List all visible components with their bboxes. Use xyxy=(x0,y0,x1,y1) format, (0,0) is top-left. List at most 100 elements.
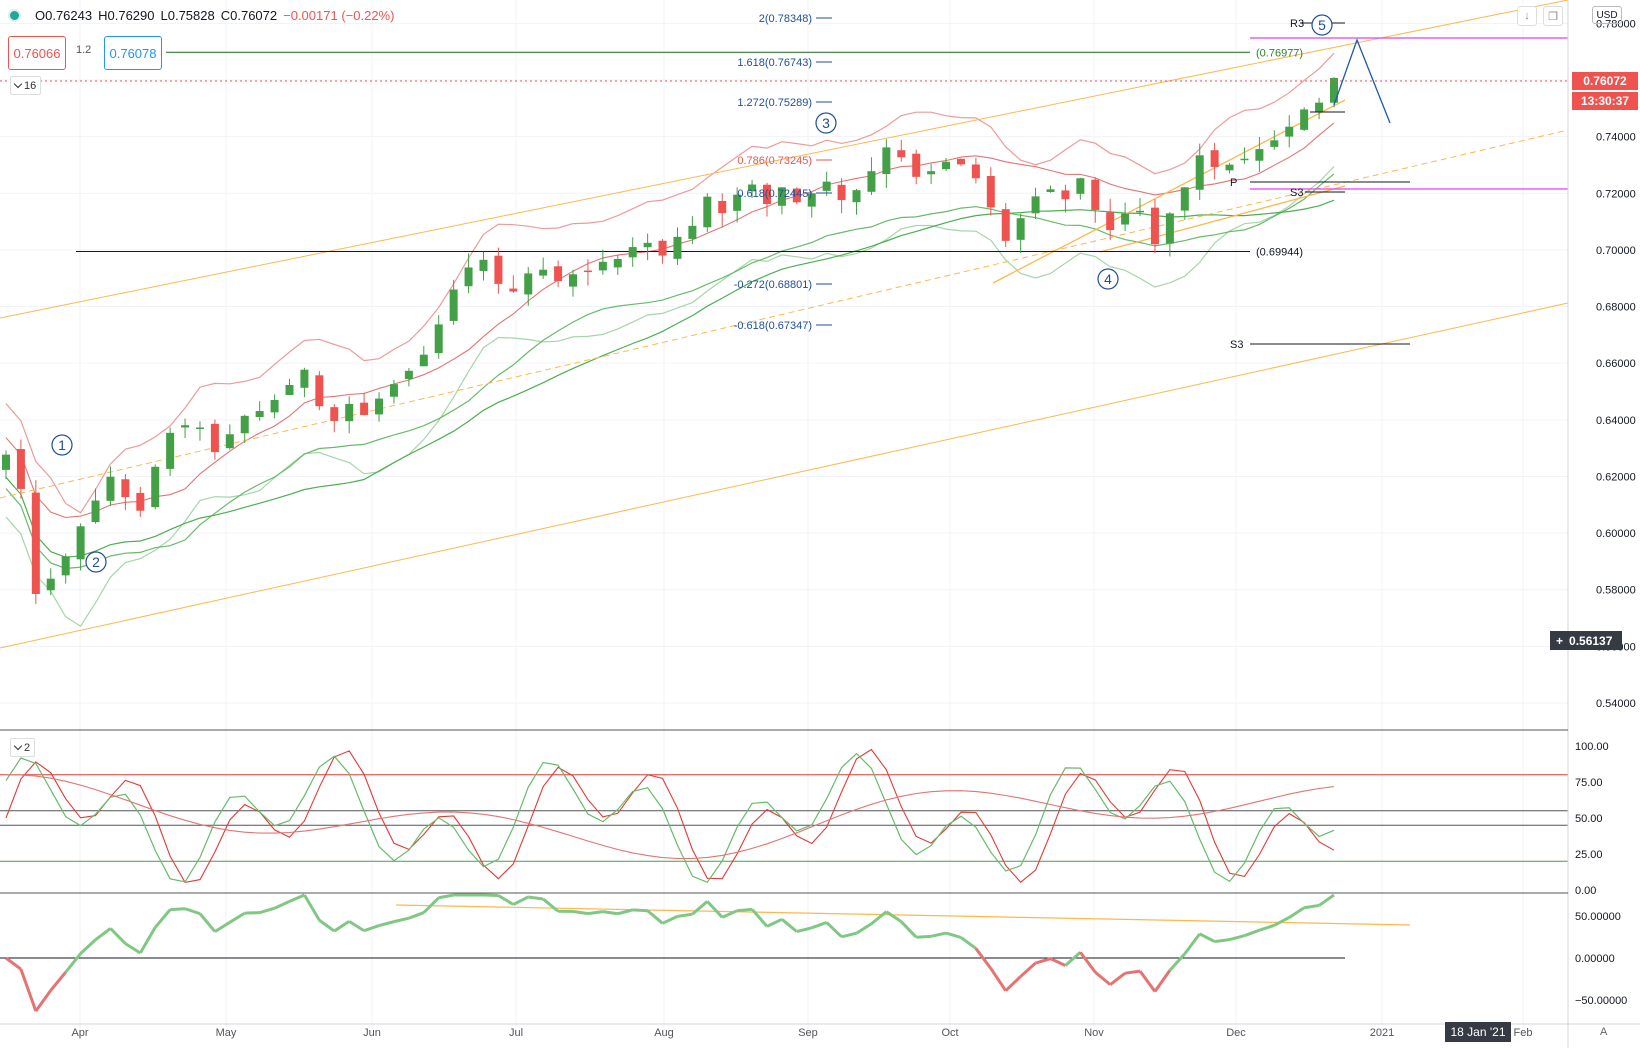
candle xyxy=(210,419,219,460)
time-tick-label: 2021 xyxy=(1370,1027,1394,1039)
candle xyxy=(270,394,279,419)
time-tick-label: Oct xyxy=(941,1027,958,1039)
candle xyxy=(1106,198,1115,241)
candle-body xyxy=(1180,187,1189,211)
osc-segment xyxy=(422,896,440,914)
candle xyxy=(255,401,264,421)
wave-label: 3 xyxy=(822,115,830,131)
candle xyxy=(1061,184,1070,213)
stoch-d-line xyxy=(5,752,1335,884)
candle-body xyxy=(16,449,25,489)
osc-segment xyxy=(378,920,395,927)
channel-mid-line xyxy=(0,129,1569,499)
time-tick-label: Aug xyxy=(654,1027,674,1039)
candle-body xyxy=(61,556,70,576)
arrow-down-icon[interactable]: ↓ xyxy=(1517,6,1537,26)
interval-toggle[interactable]: 16 xyxy=(10,76,42,95)
osc-tick-label: −50.00000 xyxy=(1575,995,1627,1007)
candle xyxy=(375,392,384,422)
osc-segment xyxy=(393,916,410,924)
candle xyxy=(1165,212,1174,257)
buy-button[interactable]: 0.76078 xyxy=(104,36,162,70)
stoch-tick-label: 0.00 xyxy=(1575,885,1596,897)
osc-segment xyxy=(1214,938,1230,944)
candle-body xyxy=(434,324,443,354)
price-tick-label: 0.58000 xyxy=(1596,585,1636,597)
price-tick-label: 0.68000 xyxy=(1596,302,1636,314)
plus-icon: + xyxy=(1556,633,1564,648)
candle xyxy=(956,158,965,167)
candle-body xyxy=(882,147,891,175)
close-value: C0.76072 xyxy=(220,8,278,23)
candle-body xyxy=(583,270,592,273)
candle xyxy=(569,269,578,297)
auto-scale-button[interactable]: A xyxy=(1600,1026,1608,1038)
candle-body xyxy=(225,434,234,449)
candle-body xyxy=(986,176,995,208)
osc-segment xyxy=(138,926,157,954)
time-tick-label: Apr xyxy=(71,1027,88,1039)
candle xyxy=(166,427,175,477)
osc-tick-label: 50.00000 xyxy=(1575,911,1621,923)
stoch-tick-label: 25.00 xyxy=(1575,849,1603,861)
candle-body xyxy=(404,370,413,379)
osc-segment xyxy=(542,897,560,913)
candle xyxy=(613,255,622,275)
time-tick-label: Jun xyxy=(363,1027,381,1039)
osc-segment xyxy=(288,893,306,903)
candle-body xyxy=(971,164,980,179)
candle xyxy=(927,163,936,185)
time-tick-label: May xyxy=(216,1027,237,1039)
osc-segment xyxy=(1124,969,1141,975)
osc-segment xyxy=(154,908,172,929)
current-price-tag: 0.76072 xyxy=(1572,72,1638,90)
candle-body xyxy=(1225,164,1234,171)
osc-segment xyxy=(1318,893,1335,907)
price-tick-label: 0.54000 xyxy=(1596,698,1636,710)
candle xyxy=(31,480,40,604)
osc-segment xyxy=(34,989,52,1013)
osc-segment xyxy=(885,910,903,923)
candle-body xyxy=(643,242,652,248)
stoch-k-line xyxy=(5,748,1335,884)
osc-segment xyxy=(974,947,993,970)
r3-label: R3 xyxy=(1290,18,1304,30)
candle-body xyxy=(1031,196,1040,214)
candle-body xyxy=(658,240,667,256)
osc-segment xyxy=(1243,928,1260,938)
osc-segment xyxy=(198,912,217,933)
osc-segment xyxy=(184,907,201,916)
osc-segment xyxy=(49,971,67,992)
sell-button[interactable]: 0.76066 xyxy=(8,36,66,70)
candle-body xyxy=(1136,210,1145,213)
candle-body xyxy=(524,273,533,295)
osc-segment xyxy=(960,936,977,950)
fib-label: 1.272(0.75289) xyxy=(737,97,812,109)
osc-segment xyxy=(617,908,634,916)
candle xyxy=(777,187,786,215)
candlestick-series xyxy=(2,77,1338,604)
candle-body xyxy=(688,225,697,239)
stoch-toggle[interactable]: 2 xyxy=(10,738,36,757)
osc-segment xyxy=(916,934,932,939)
candle-body xyxy=(1121,213,1130,225)
candle-body xyxy=(121,479,130,498)
candle xyxy=(1031,187,1040,219)
candle-body xyxy=(1001,209,1010,241)
candle-body xyxy=(300,369,309,388)
candle xyxy=(912,149,921,185)
currency-label[interactable]: USD xyxy=(1592,6,1622,24)
candle-body xyxy=(46,578,55,591)
candle xyxy=(345,396,354,434)
candle-body xyxy=(464,267,473,287)
wave-label: 5 xyxy=(1318,17,1326,33)
candle xyxy=(867,157,876,195)
fib-label: -0.272(0.68801) xyxy=(734,279,812,291)
time-tick-label: Jul xyxy=(509,1027,523,1039)
candle xyxy=(181,418,190,439)
candle xyxy=(76,523,85,571)
restore-icon[interactable]: ❐ xyxy=(1543,6,1563,26)
osc-segment xyxy=(646,909,664,925)
osc-segment xyxy=(109,927,127,945)
